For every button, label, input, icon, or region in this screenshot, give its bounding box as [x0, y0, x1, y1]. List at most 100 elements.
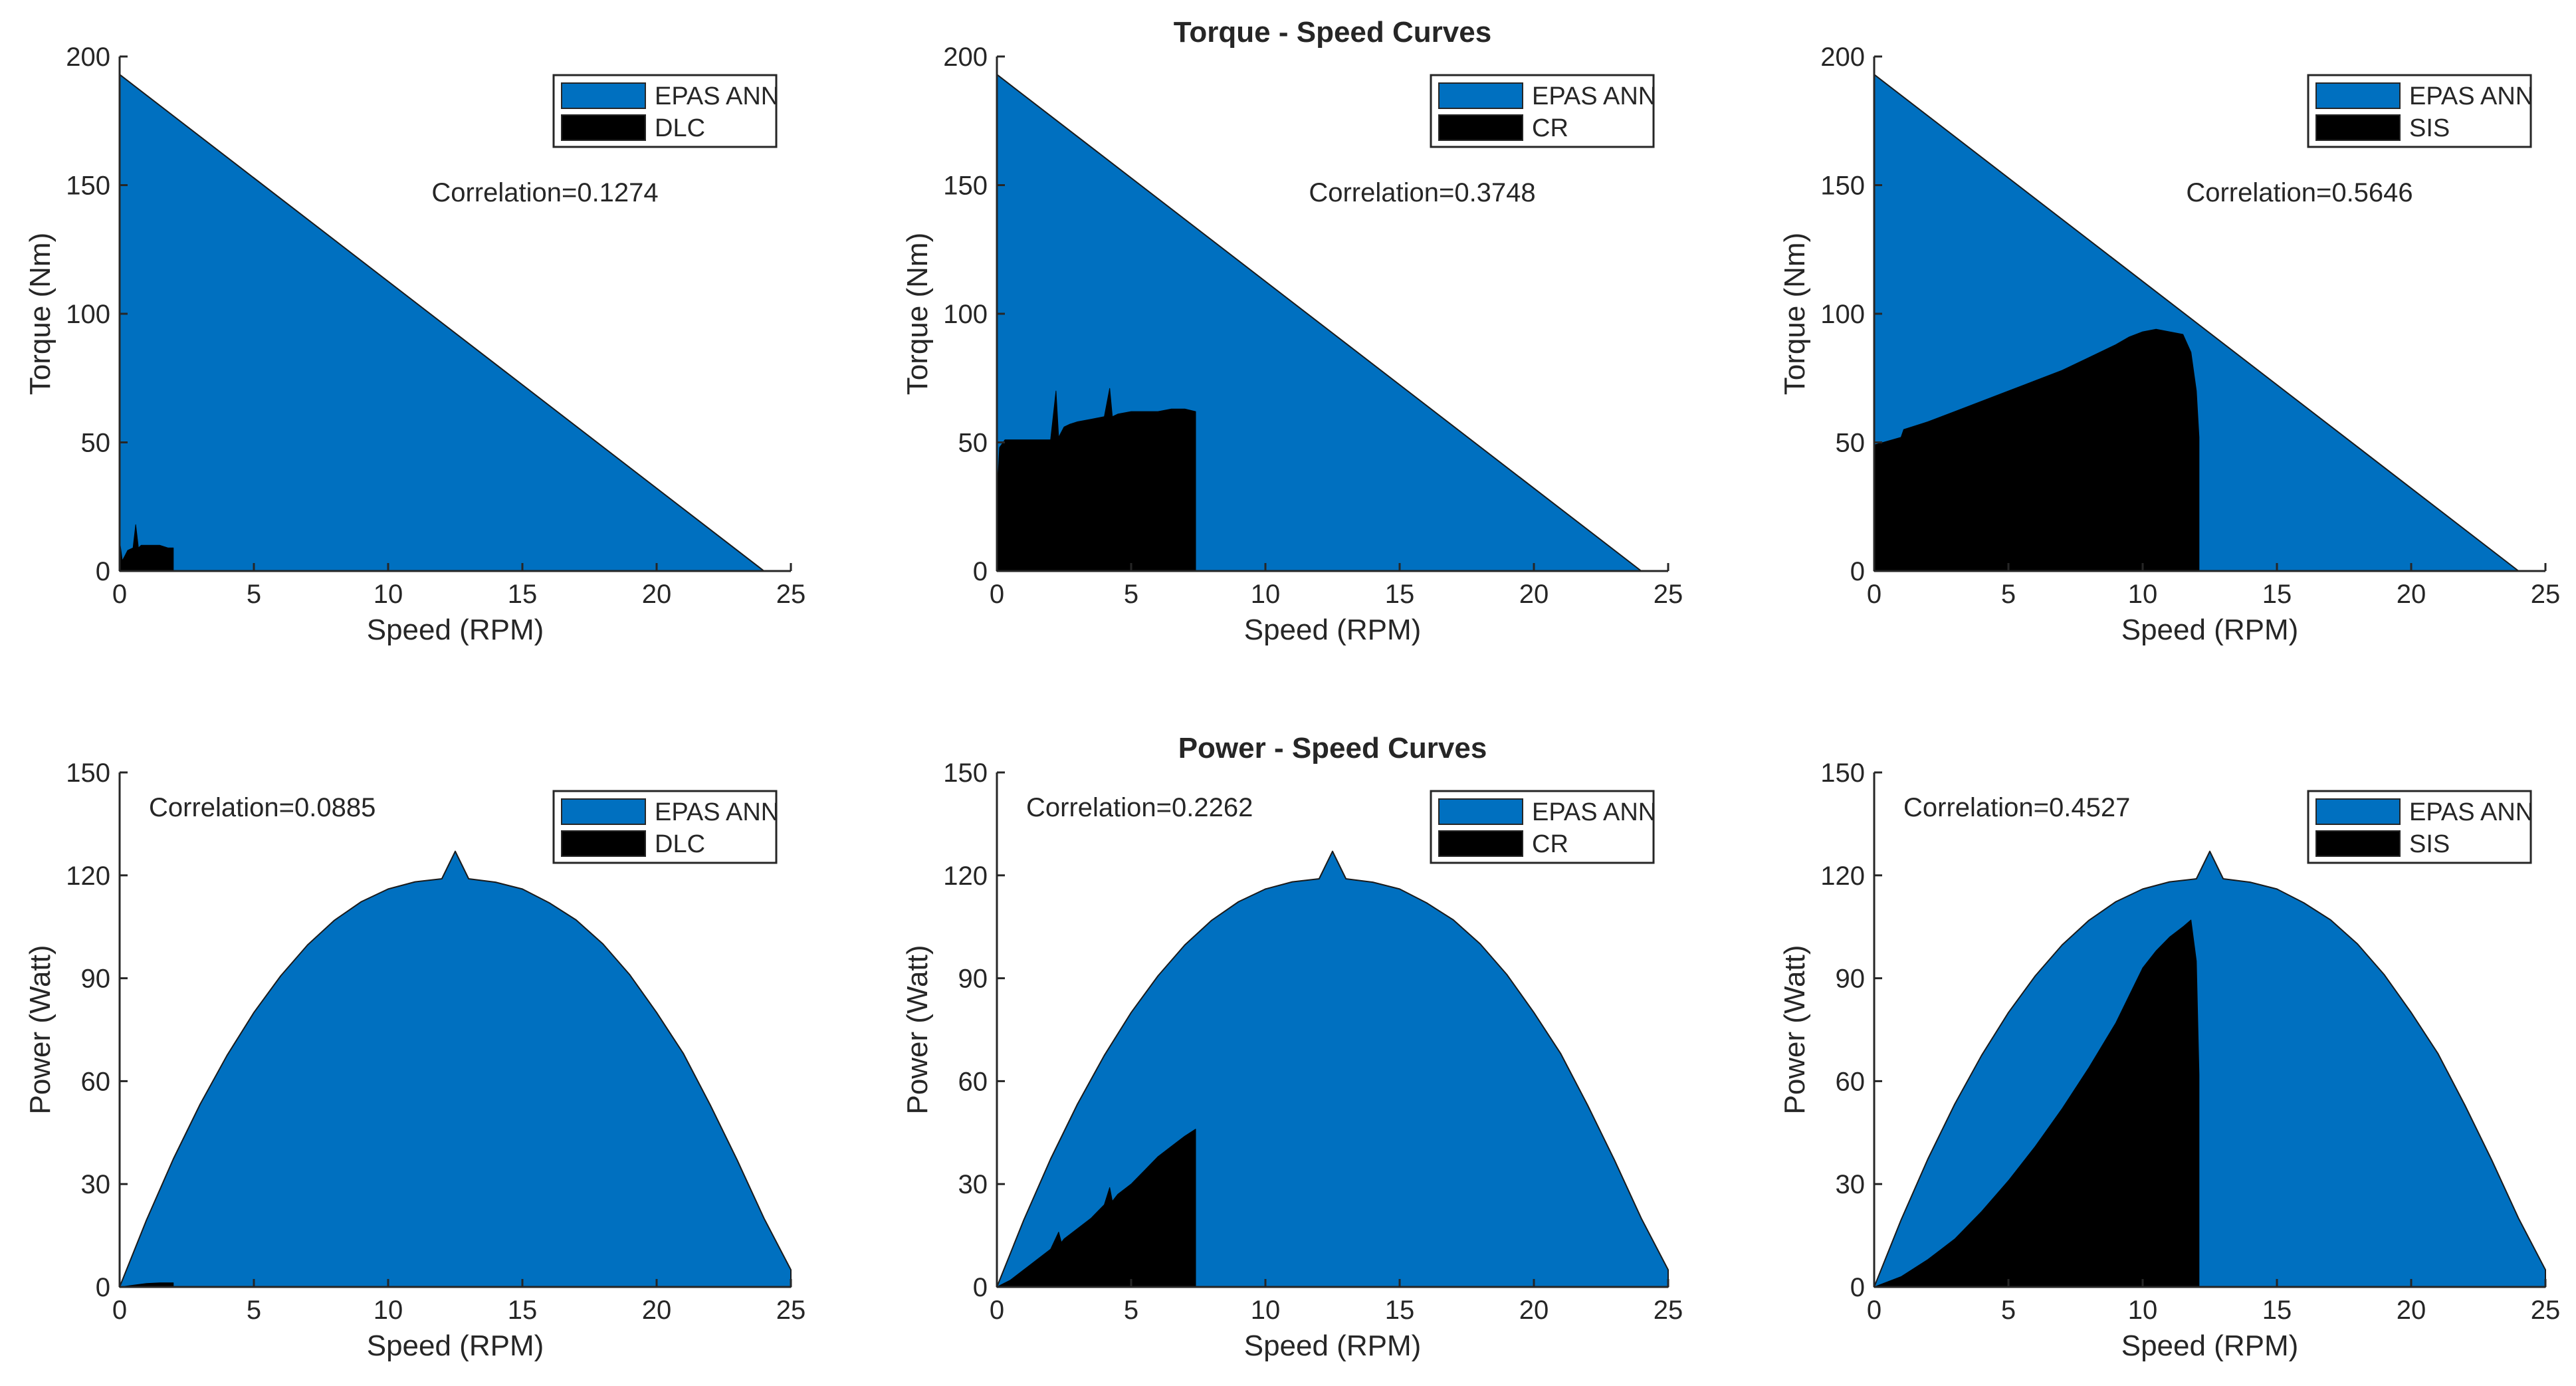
y-tick-label: 150 [943, 758, 988, 788]
y-tick-label: 150 [943, 172, 988, 201]
x-tick-label: 20 [2397, 580, 2426, 609]
x-tick-label: 10 [2128, 580, 2158, 609]
series-area-dlc [119, 524, 174, 572]
legend: EPAS ANN CR [1430, 74, 1656, 148]
x-tick-label: 25 [2531, 580, 2561, 609]
legend-swatch [2315, 82, 2401, 109]
y-tick-label: 200 [66, 43, 110, 72]
correlation-annotation: Correlation=0.4527 [1903, 793, 2130, 822]
x-tick-label: 0 [112, 1296, 127, 1325]
y-tick-label: 50 [81, 429, 111, 458]
panel-torque-1: 0 5 10 15 20 25 0 50 100 150 200 Speed (RPM) Torque … [901, 16, 1683, 646]
y-tick-label: 50 [958, 429, 988, 458]
legend: EPAS ANN DLC [552, 790, 779, 864]
x-tick-label: 0 [112, 580, 127, 609]
y-tick-label: 200 [1820, 43, 1865, 72]
legend-swatch [1438, 114, 1523, 141]
legend-label: EPAS ANN [1532, 82, 1656, 110]
legend-swatch [561, 114, 646, 141]
legend-label: EPAS ANN [1532, 798, 1656, 826]
y-tick-label: 120 [66, 862, 110, 891]
correlation-annotation: Correlation=0.2262 [1026, 793, 1253, 822]
x-tick-label: 15 [1385, 1296, 1415, 1325]
series-area-sis [1874, 919, 2200, 1288]
legend-swatch [561, 798, 646, 825]
legend: EPAS ANN SIS [2307, 74, 2533, 148]
y-axis-label: Torque (Nm) [901, 233, 934, 396]
y-tick-label: 60 [1836, 1067, 1866, 1096]
x-tick-label: 5 [247, 580, 261, 609]
x-tick-label: 15 [508, 1296, 538, 1325]
legend-swatch [2315, 114, 2401, 141]
y-axis-label: Power (Watt) [1778, 945, 1811, 1114]
x-tick-label: 5 [1124, 580, 1138, 609]
legend-label: DLC [655, 830, 705, 858]
panel-power-1: 0 5 10 15 20 25 0 30 60 90 120 150 Speed (RPM) Power … [901, 732, 1683, 1362]
y-tick-label: 150 [1820, 758, 1865, 788]
y-tick-label: 30 [958, 1170, 988, 1199]
legend-swatch [1438, 830, 1523, 857]
y-tick-label: 90 [81, 965, 111, 994]
x-tick-label: 15 [1385, 580, 1415, 609]
series-area-epas-ann [119, 850, 792, 1288]
y-axis-label: Power (Watt) [24, 945, 56, 1114]
x-tick-label: 10 [374, 1296, 403, 1325]
x-tick-label: 25 [1654, 580, 1683, 609]
y-tick-label: 0 [973, 557, 988, 586]
legend-label: CR [1532, 830, 1568, 858]
legend: EPAS ANN SIS [2307, 790, 2533, 864]
y-tick-label: 150 [66, 758, 110, 788]
panel-torque-0: 0 5 10 15 20 25 0 50 100 150 200 Speed (RPM) Torque … [24, 43, 805, 646]
legend-swatch [2315, 798, 2401, 825]
legend-swatch [561, 830, 646, 857]
x-tick-label: 25 [1654, 1296, 1683, 1325]
x-tick-label: 0 [1867, 1296, 1881, 1325]
legend: EPAS ANN CR [1430, 790, 1656, 864]
x-tick-label: 10 [1251, 1296, 1281, 1325]
correlation-annotation: Correlation=0.1274 [431, 178, 658, 207]
legend-swatch [2315, 830, 2401, 857]
legend-label: EPAS ANN [2409, 82, 2533, 110]
x-axis-label: Speed (RPM) [367, 614, 544, 646]
x-tick-label: 20 [1519, 580, 1549, 609]
x-tick-label: 5 [2001, 580, 2016, 609]
x-tick-label: 15 [2262, 1296, 2292, 1325]
y-tick-label: 150 [66, 172, 110, 201]
legend-label: EPAS ANN [655, 798, 779, 826]
x-tick-label: 25 [776, 1296, 806, 1325]
x-tick-label: 5 [247, 1296, 261, 1325]
legend-swatch [1438, 798, 1523, 825]
y-tick-label: 200 [943, 43, 988, 72]
x-tick-label: 0 [1867, 580, 1881, 609]
x-tick-label: 15 [2262, 580, 2292, 609]
series-area-sis [1874, 328, 2200, 572]
x-axis-label: Speed (RPM) [367, 1329, 544, 1362]
y-tick-label: 0 [96, 1273, 110, 1302]
x-tick-label: 10 [2128, 1296, 2158, 1325]
y-tick-label: 100 [66, 300, 110, 329]
y-tick-label: 30 [1836, 1170, 1866, 1199]
panel-power-0: 0 5 10 15 20 25 0 30 60 90 120 150 Speed (RPM) Power … [24, 758, 805, 1362]
correlation-annotation: Correlation=0.0885 [149, 793, 376, 822]
legend-label: SIS [2409, 830, 2450, 858]
y-tick-label: 120 [1820, 862, 1865, 891]
x-axis-label: Speed (RPM) [2121, 1329, 2299, 1362]
legend-swatch [1438, 82, 1523, 109]
y-tick-label: 0 [1850, 1273, 1865, 1302]
x-axis-label: Speed (RPM) [1244, 614, 1422, 646]
correlation-annotation: Correlation=0.5646 [2186, 178, 2413, 207]
y-axis-label: Torque (Nm) [24, 233, 56, 396]
y-tick-label: 50 [1836, 429, 1866, 458]
legend-label: DLC [655, 114, 705, 142]
y-tick-label: 100 [943, 300, 988, 329]
x-tick-label: 25 [2531, 1296, 2561, 1325]
series-area-cr [996, 1129, 1196, 1288]
legend-label: EPAS ANN [2409, 798, 2533, 826]
x-tick-label: 20 [642, 1296, 672, 1325]
series-area-cr [996, 388, 1196, 572]
x-tick-label: 20 [2397, 1296, 2426, 1325]
legend-label: CR [1532, 114, 1568, 142]
y-tick-label: 60 [81, 1067, 111, 1096]
panel-torque-2: 0 5 10 15 20 25 0 50 100 150 200 Speed (RPM) Torque … [1778, 43, 2560, 646]
x-axis-label: Speed (RPM) [1244, 1329, 1422, 1362]
